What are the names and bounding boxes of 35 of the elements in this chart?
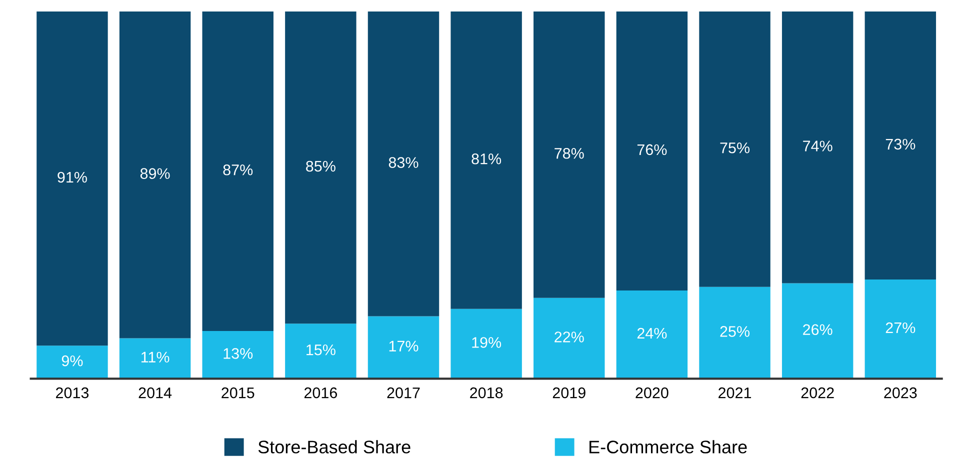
data-label: 19% (472, 337, 502, 348)
data-label: 11% (141, 352, 170, 363)
x-tick-label: 2023 (884, 387, 917, 398)
data-label: 73% (886, 138, 916, 150)
data-label: 9% (62, 355, 83, 366)
x-tick-label: 2015 (222, 387, 254, 398)
data-label: 89% (140, 168, 170, 179)
x-tick-label: 2020 (636, 387, 668, 398)
data-label: 76% (637, 144, 667, 156)
data-label: 85% (306, 160, 336, 172)
data-label: 26% (803, 324, 832, 336)
data-label: 25% (720, 326, 750, 337)
x-tick-label: 2021 (718, 387, 752, 398)
x-tick-label: 2022 (801, 387, 834, 398)
data-label: 91% (58, 172, 87, 183)
x-tick-label: 2017 (387, 387, 420, 398)
data-label: 27% (886, 322, 916, 334)
data-label: 78% (554, 148, 584, 159)
x-tick-label: 2013 (56, 387, 89, 398)
data-label: 15% (306, 344, 336, 356)
data-label: 74% (803, 140, 832, 152)
data-label: 22% (554, 332, 584, 342)
x-tick-label: 2014 (138, 387, 172, 398)
data-label: 24% (637, 328, 667, 339)
data-label: 13% (224, 348, 253, 359)
data-label: 83% (388, 157, 418, 168)
x-tick-label: 2016 (304, 387, 338, 398)
data-label: 75% (720, 142, 750, 154)
data-label: 81% (472, 153, 502, 164)
x-tick-label: 2018 (470, 387, 503, 398)
data-label: 87% (223, 164, 253, 176)
data-label: 17% (389, 340, 418, 352)
legend-label: Store-Based Share (258, 440, 410, 454)
x-tick-label: 2019 (552, 387, 586, 398)
legend-label: E-Commerce Share (590, 440, 747, 454)
